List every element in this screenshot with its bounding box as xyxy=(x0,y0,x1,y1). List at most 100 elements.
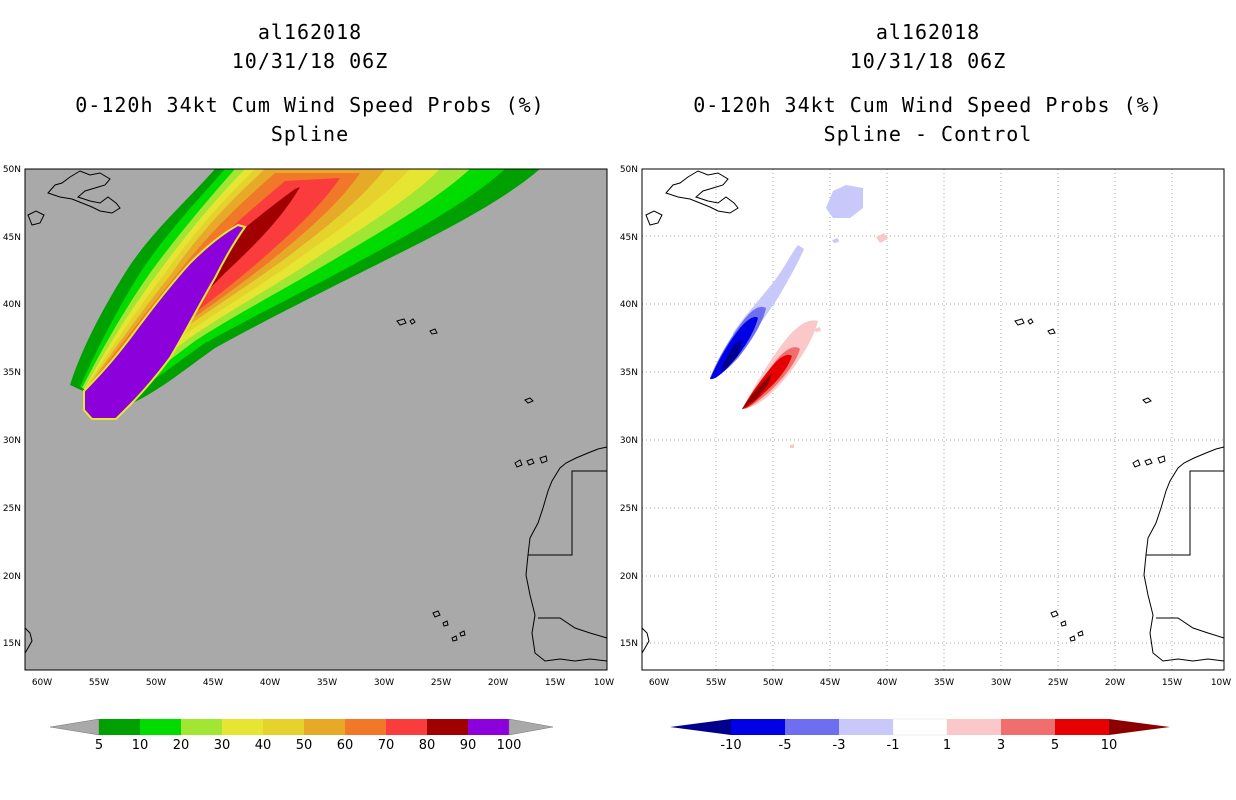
lat-label: 15N xyxy=(3,639,21,649)
cbar-swatch xyxy=(468,719,509,735)
left-colorbar: 5 10 20 30 40 50 60 70 80 90 100 xyxy=(50,718,554,752)
lon-label: 35W xyxy=(934,678,954,688)
right-subtitle: Spline - Control xyxy=(823,122,1033,146)
lat-label: 35N xyxy=(3,368,21,378)
cbar-swatch xyxy=(1055,719,1109,735)
lat-label: 45N xyxy=(3,233,21,243)
lon-label: 20W xyxy=(1105,678,1125,688)
cbar-swatch xyxy=(99,719,140,735)
left-subtitle: Spline xyxy=(270,122,350,146)
lon-label: 25W xyxy=(431,678,451,688)
cbar-label: -5 xyxy=(779,738,792,752)
cbar-swatch xyxy=(839,719,893,735)
right-panel-title-block: al162018 10/31/18 06Z 0-120h 34kt Cum Wi… xyxy=(648,18,1208,149)
lon-label: 10W xyxy=(594,678,614,688)
left-datetime: 10/31/18 06Z xyxy=(231,49,389,73)
cbar-label: 40 xyxy=(255,738,272,752)
cbar-label: 3 xyxy=(997,738,1005,752)
cbar-swatch xyxy=(892,718,948,736)
cbar-label: 5 xyxy=(1051,738,1059,752)
right-lon-labels: 60W 55W 50W 45W 40W 35W 30W 25W 20W 15W … xyxy=(649,678,1231,688)
right-difference-contours xyxy=(710,185,888,448)
lon-label: 40W xyxy=(877,678,897,688)
lon-label: 60W xyxy=(649,678,669,688)
lon-label: 25W xyxy=(1048,678,1068,688)
cbar-label: 20 xyxy=(173,738,190,752)
left-storm-id: al162018 xyxy=(257,20,363,44)
lon-label: 45W xyxy=(820,678,840,688)
lon-label: 45W xyxy=(203,678,223,688)
right-colorbar: -10 -5 -3 -1 1 3 5 10 xyxy=(670,718,1170,752)
lat-label: 30N xyxy=(3,436,21,446)
lat-label: 50N xyxy=(3,165,21,175)
cbar-label: 80 xyxy=(419,738,436,752)
cbar-label: 10 xyxy=(1101,738,1118,752)
right-gridlines xyxy=(642,169,1224,670)
lat-label: 20N xyxy=(620,572,638,582)
right-difference-map: 50N 45N 40N 35N 30N 25N 20N 15N 60W 55W … xyxy=(620,165,1231,688)
left-title: 0-120h 34kt Cum Wind Speed Probs (%) xyxy=(75,93,545,117)
cbar-label: 50 xyxy=(296,738,313,752)
lat-label: 35N xyxy=(620,368,638,378)
cbar-swatch xyxy=(222,719,263,735)
cbar-swatch xyxy=(304,719,345,735)
cbar-label: 100 xyxy=(497,738,522,752)
lat-label: 40N xyxy=(3,300,21,310)
lat-label: 45N xyxy=(620,233,638,243)
cbar-label: 10 xyxy=(132,738,149,752)
left-lat-labels: 50N 45N 40N 35N 30N 25N 20N 15N xyxy=(3,165,21,649)
cbar-label: 30 xyxy=(214,738,231,752)
lat-label: 25N xyxy=(620,504,638,514)
cbar-label: -3 xyxy=(833,738,846,752)
right-map-frame xyxy=(641,168,1225,671)
right-storm-id: al162018 xyxy=(875,20,981,44)
cbar-right-cap xyxy=(508,718,554,736)
lat-label: 15N xyxy=(620,639,638,649)
cbar-swatch xyxy=(785,719,839,735)
cbar-swatch xyxy=(181,719,222,735)
lon-label: 15W xyxy=(1162,678,1182,688)
left-panel-title-block: al162018 10/31/18 06Z 0-120h 34kt Cum Wi… xyxy=(30,18,590,149)
left-coastlines xyxy=(24,170,608,662)
lon-label: 55W xyxy=(706,678,726,688)
lat-label: 50N xyxy=(620,165,638,175)
cbar-swatch xyxy=(140,719,181,735)
cbar-swatch xyxy=(1001,719,1055,735)
cbar-swatch xyxy=(386,719,427,735)
lat-label: 30N xyxy=(620,436,638,446)
lon-label: 30W xyxy=(991,678,1011,688)
left-map-frame xyxy=(24,168,608,671)
left-lon-labels: 60W 55W 50W 45W 40W 35W 30W 25W 20W 15W … xyxy=(32,678,614,688)
right-datetime: 10/31/18 06Z xyxy=(849,49,1007,73)
cbar-right-cap xyxy=(1109,719,1170,735)
cbar-label: 60 xyxy=(337,738,354,752)
left-probability-swath xyxy=(70,169,540,420)
cbar-label: 70 xyxy=(378,738,395,752)
cbar-label: 1 xyxy=(943,738,951,752)
lon-label: 15W xyxy=(545,678,565,688)
cbar-left-cap xyxy=(50,718,100,736)
lon-label: 50W xyxy=(146,678,166,688)
lon-label: 30W xyxy=(374,678,394,688)
lon-label: 40W xyxy=(260,678,280,688)
cbar-label: -10 xyxy=(720,738,741,752)
lon-label: 50W xyxy=(763,678,783,688)
cbar-label: 90 xyxy=(460,738,477,752)
left-probability-map: 50N 45N 40N 35N 30N 25N 20N 15N 60W 55W … xyxy=(3,165,614,688)
lat-label: 20N xyxy=(3,572,21,582)
cbar-swatch xyxy=(263,719,304,735)
lon-label: 55W xyxy=(89,678,109,688)
right-lat-labels: 50N 45N 40N 35N 30N 25N 20N 15N xyxy=(620,165,638,649)
lon-label: 35W xyxy=(317,678,337,688)
cbar-left-cap xyxy=(670,719,731,735)
lon-label: 10W xyxy=(1211,678,1231,688)
cbar-swatch xyxy=(731,719,785,735)
cbar-label: 5 xyxy=(95,738,103,752)
cbar-swatch xyxy=(345,719,386,735)
cbar-label: -1 xyxy=(887,738,900,752)
right-coastlines xyxy=(641,170,1225,662)
cbar-swatch xyxy=(947,719,1001,735)
lon-label: 20W xyxy=(488,678,508,688)
lon-label: 60W xyxy=(32,678,52,688)
lat-label: 40N xyxy=(620,300,638,310)
